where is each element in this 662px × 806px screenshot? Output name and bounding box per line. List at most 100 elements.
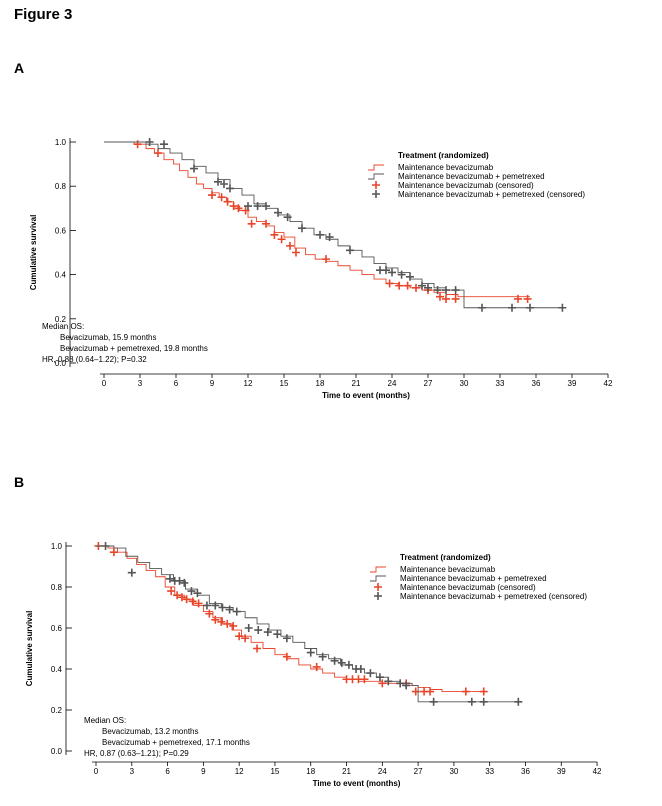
censor-mark-bev: [211, 615, 220, 624]
censor-mark-bev: [253, 644, 262, 653]
x-axis-title: Time to event (months): [313, 779, 401, 788]
censor-mark-bev: [223, 197, 232, 206]
panel-label-a: A: [14, 60, 25, 76]
y-tick-label: 0.8: [51, 583, 63, 592]
y-tick-label: 0.6: [55, 226, 67, 235]
legend-censor-swatch: [372, 190, 380, 198]
censor-mark-pem: [388, 268, 396, 277]
x-tick-label: 9: [210, 379, 215, 388]
censor-mark-pem: [330, 656, 339, 665]
censor-mark-pem: [344, 660, 353, 669]
censor-mark-bev: [461, 687, 470, 696]
x-tick-label: 12: [244, 379, 253, 388]
censor-mark-pem: [232, 607, 241, 616]
censor-mark-pem: [508, 303, 516, 312]
censor-mark-bev: [167, 587, 176, 596]
x-tick-label: 27: [424, 379, 433, 388]
censor-mark-bev: [403, 281, 412, 290]
censor-mark-bev: [385, 279, 394, 288]
censor-mark-pem: [282, 634, 291, 643]
censor-mark-pem: [478, 303, 486, 312]
x-tick-label: 39: [568, 379, 577, 388]
y-tick-label: 0.2: [51, 706, 63, 715]
censor-mark-pem: [451, 286, 460, 295]
x-tick-label: 0: [94, 767, 99, 776]
censor-mark-pem: [316, 230, 324, 239]
y-axis-title: Cumulative survival: [29, 215, 38, 291]
censor-mark-pem: [226, 184, 234, 193]
censor-mark-pem: [211, 601, 220, 610]
x-tick-label: 6: [165, 767, 170, 776]
censor-mark-pem: [127, 568, 136, 577]
y-tick-label: 0.8: [55, 182, 67, 191]
median-os-bev: Bevacizumab, 15.9 months: [60, 333, 157, 342]
censor-mark-pem: [325, 233, 334, 242]
legend-entry: Maintenance bevacizumab + pemetrexed: [400, 574, 547, 583]
censor-mark-pem: [424, 283, 432, 292]
censor-mark-pem: [165, 574, 174, 583]
median-os-pem: Bevacizumab + pemetrexed, 17.1 months: [102, 738, 250, 747]
censor-mark-bev: [322, 255, 330, 264]
censor-mark-bev: [223, 619, 232, 628]
censor-mark-bev: [217, 617, 226, 626]
legend-line-swatch: [368, 173, 384, 180]
x-tick-label: 24: [378, 767, 387, 776]
censor-mark-bev: [426, 687, 435, 696]
censor-mark-pem: [382, 266, 390, 275]
km-chart-a: 0 3 6 9 12 15 18 21 24 27 30 33 36 39 420.00.20.40.60.…: [29, 138, 613, 400]
median-os-bev: Bevacizumab, 13.2 months: [102, 727, 199, 736]
legend-censor-swatch: [372, 181, 380, 189]
censor-mark-bev: [229, 621, 238, 630]
censor-mark-pem: [274, 208, 282, 217]
censor-mark-pem: [180, 578, 189, 587]
censor-mark-bev: [514, 294, 522, 303]
x-tick-label: 36: [532, 379, 541, 388]
censor-mark-bev: [217, 193, 226, 202]
censor-mark-bev: [436, 292, 444, 301]
x-tick-label: 21: [342, 767, 351, 776]
censor-mark-pem: [244, 202, 252, 211]
censor-mark-bev: [312, 662, 321, 671]
censor-mark-bev: [523, 294, 532, 303]
censor-mark-pem: [273, 630, 282, 639]
censor-mark-bev: [277, 235, 286, 244]
y-tick-label: 0.6: [51, 624, 63, 633]
censor-mark-pem: [375, 673, 384, 682]
censor-mark-bev: [286, 241, 294, 250]
censor-mark-bev: [177, 593, 186, 602]
panel-label-b: B: [14, 474, 25, 490]
y-tick-label: 0.2: [55, 315, 67, 324]
y-tick-label: 0.0: [51, 747, 63, 756]
x-tick-label: 9: [201, 767, 206, 776]
legend-censor-swatch: [374, 592, 382, 600]
y-axis-title: Cumulative survival: [25, 611, 34, 687]
median-os-heading: Median OS:: [42, 322, 84, 331]
censor-mark-bev: [173, 591, 182, 600]
censor-mark-pem: [429, 697, 438, 706]
censor-mark-pem: [396, 679, 405, 688]
x-tick-label: 15: [280, 379, 289, 388]
censor-mark-pem: [262, 202, 270, 211]
legend-line-swatch: [368, 164, 384, 171]
censor-mark-pem: [253, 202, 262, 211]
censor-mark-pem: [346, 246, 354, 255]
censor-mark-bev: [292, 248, 300, 257]
censor-mark-pem: [442, 286, 450, 295]
legend-line-swatch: [370, 566, 386, 573]
censor-mark-bev: [442, 294, 450, 303]
x-tick-label: 18: [316, 379, 325, 388]
censor-mark-bev: [270, 230, 279, 239]
censor-mark-pem: [402, 681, 411, 690]
x-axis-title: Time to event (months): [322, 391, 410, 400]
censor-mark-bev: [109, 548, 118, 557]
censor-mark-pem: [214, 177, 222, 186]
censor-mark-bev: [241, 206, 250, 215]
censor-mark-pem: [187, 587, 196, 596]
censor-mark-bev: [241, 634, 250, 643]
x-tick-label: 21: [352, 379, 361, 388]
censor-mark-pem: [558, 303, 567, 312]
censor-mark-pem: [160, 140, 168, 149]
censor-mark-pem: [225, 605, 234, 614]
legend-line-swatch: [370, 575, 386, 582]
x-tick-label: 0: [102, 379, 107, 388]
